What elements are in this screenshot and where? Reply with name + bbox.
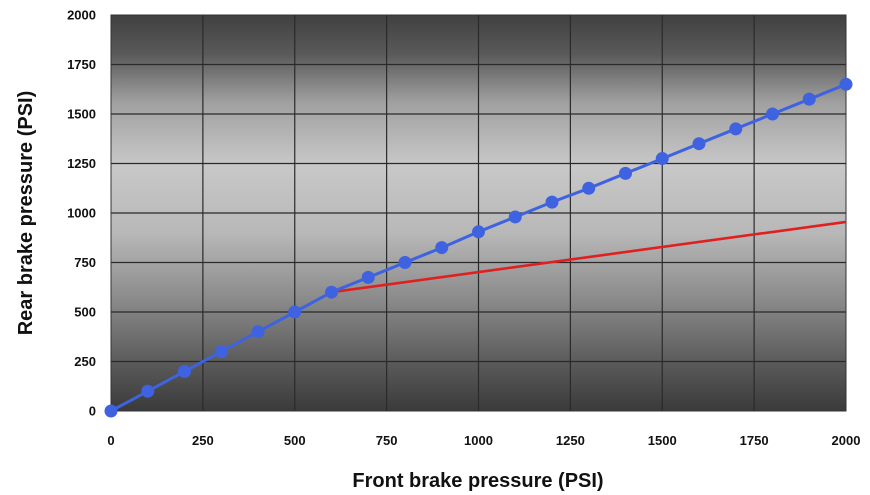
- blue-series-point: [655, 152, 669, 166]
- x-tick-labels: 0 250 500 750 1000 1250 1500 1750 2000: [107, 433, 860, 448]
- y-tick-label: 1250: [67, 156, 96, 171]
- y-tick-labels: 0 250 500 750 1000 1250 1500 1750 2000: [67, 8, 96, 419]
- y-tick-label: 0: [89, 404, 96, 419]
- y-tick-label: 1500: [67, 107, 96, 122]
- x-axis-title: Front brake pressure (PSI): [352, 470, 603, 492]
- y-tick-label: 250: [74, 354, 96, 369]
- x-tick-label: 1250: [556, 433, 585, 448]
- x-tick-label: 0: [107, 433, 114, 448]
- y-axis-title: Rear brake pressure (PSI): [15, 91, 37, 336]
- y-tick-label: 1750: [67, 57, 96, 72]
- y-tick-label: 500: [74, 305, 96, 320]
- x-tick-label: 1750: [740, 433, 769, 448]
- blue-series-point: [435, 241, 449, 255]
- x-tick-label: 1500: [648, 433, 677, 448]
- blue-series-point: [214, 345, 228, 359]
- blue-series-point: [508, 210, 522, 224]
- blue-series-point: [398, 256, 412, 269]
- y-tick-label: 2000: [67, 8, 96, 23]
- blue-series-point: [325, 285, 338, 299]
- blue-series-point: [288, 305, 302, 319]
- blue-series-point: [361, 270, 375, 284]
- blue-series-point: [766, 107, 779, 121]
- blue-series-point: [104, 404, 118, 418]
- blue-series-point: [472, 225, 485, 239]
- blue-series-point: [582, 181, 596, 195]
- gridlines: [111, 15, 846, 411]
- x-tick-label: 2000: [832, 433, 861, 448]
- y-tick-label: 1000: [67, 206, 96, 221]
- blue-series-point: [839, 77, 853, 91]
- y-tick-label: 750: [74, 255, 96, 270]
- blue-series-point: [729, 122, 743, 136]
- red-series-line: [331, 220, 847, 294]
- blue-series-point: [692, 137, 706, 151]
- blue-series-point: [802, 92, 816, 106]
- x-tick-label: 750: [376, 433, 398, 448]
- blue-series-point: [619, 166, 632, 180]
- x-tick-label: 1000: [464, 433, 493, 448]
- series-layer: [104, 77, 853, 418]
- x-tick-label: 500: [284, 433, 306, 448]
- x-tick-label: 250: [192, 433, 214, 448]
- blue-series-point: [251, 325, 265, 339]
- blue-series-point: [141, 384, 155, 398]
- blue-series-point: [545, 195, 559, 209]
- blue-series-point: [178, 364, 191, 378]
